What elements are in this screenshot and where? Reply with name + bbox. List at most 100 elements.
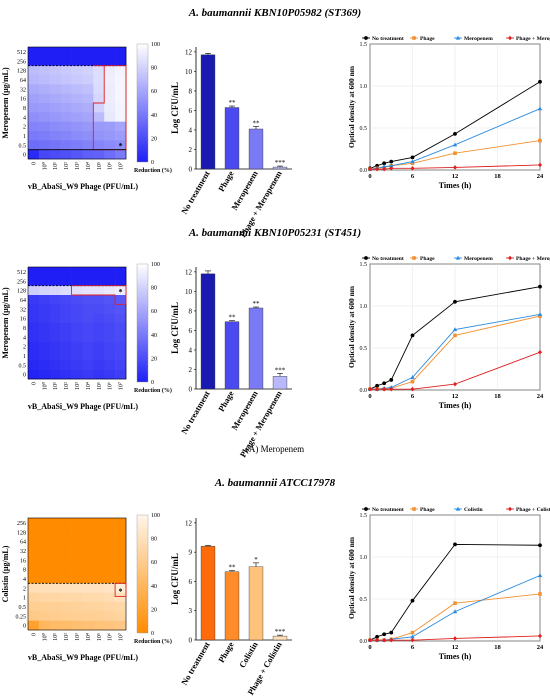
heatmap-cell (93, 267, 105, 277)
heatmap-cell (115, 555, 127, 565)
heatmap-cell (115, 527, 127, 537)
heatmap-cell (49, 149, 61, 160)
heatmap-cell (115, 285, 127, 296)
data-point (410, 386, 415, 392)
heatmap-cell (49, 518, 61, 528)
heatmap-cell (38, 304, 51, 314)
heatmap-cell (38, 564, 51, 575)
significance-label: * (254, 556, 258, 564)
line-x-tick: 0 (368, 173, 371, 180)
heatmap-cell (28, 103, 40, 113)
heatmap-cell (71, 323, 83, 333)
heatmap-cell (38, 112, 51, 122)
heatmap-cell (104, 574, 116, 584)
colorbar-tick: 0 (151, 380, 154, 386)
heatmap-cell (82, 602, 94, 612)
heatmap-cell (38, 351, 51, 361)
heatmap-cell (115, 536, 127, 547)
line-y-tick: 1.5 (360, 42, 368, 48)
bar-y-tick: 0 (189, 166, 193, 174)
heatmap-cell (49, 304, 61, 314)
data-point (538, 349, 542, 355)
heatmap-cell (104, 620, 116, 631)
data-point (382, 632, 387, 637)
heatmap-cell (82, 112, 94, 122)
heatmap-cell (38, 276, 51, 286)
heatmap-x-tick: 10⁷ (119, 633, 125, 641)
heatmap-y-tick: 0 (23, 153, 26, 159)
series-4 (368, 162, 542, 172)
heatmap-cell (60, 313, 72, 324)
heatmap-cell (28, 140, 40, 150)
heatmap-cell (38, 360, 51, 370)
heatmap-cell (38, 131, 51, 141)
heatmap-cell (49, 351, 61, 361)
heatmap-y-tick: 16 (20, 317, 26, 323)
colorbar-label: Reduction (%) (134, 638, 172, 645)
heatmap-x-tick: 10⁰ (41, 381, 48, 390)
heatmap-y-tick: 2 (23, 345, 26, 351)
heatmap-cell (115, 313, 127, 324)
heatmap-cell (49, 56, 61, 66)
heatmap-cell (49, 285, 61, 296)
heatmap-cell (82, 518, 94, 528)
heatmap-cell (93, 527, 105, 537)
heatmap-cell (60, 149, 72, 160)
heatmap-cell (82, 56, 94, 66)
heatmap-cell (115, 65, 127, 76)
panel-1-title: A. baumannii KBN10P05982 (ST369) (188, 7, 361, 19)
bar (224, 107, 240, 170)
heatmap-cell (38, 103, 51, 113)
heatmap-cell (93, 93, 105, 104)
heatmap-x-label: vB_AbaSi_W9 Phage (PFU/mL) (28, 402, 139, 411)
heatmap-y-tick: 1 (23, 596, 26, 602)
heatmap-cell (93, 536, 105, 547)
heatmap-cell (104, 140, 116, 150)
heatmap-cell (49, 555, 61, 565)
heatmap-cell (82, 332, 94, 342)
data-point (538, 592, 542, 596)
heatmap-cell (60, 75, 72, 85)
heatmap-cell (49, 276, 61, 286)
heatmap-cell (115, 518, 127, 528)
heatmap-cell (28, 341, 40, 352)
heatmap-y-tick: 128 (17, 289, 26, 295)
heatmap-cell (115, 583, 127, 593)
heatmap-cell (115, 323, 127, 333)
heatmap-cell (38, 93, 51, 104)
colorbar-tick: 40 (151, 333, 157, 339)
heatmap-cell (104, 103, 116, 113)
heatmap-cell (28, 93, 40, 104)
heatmap-cell (71, 360, 83, 370)
heatmap-cell (104, 369, 116, 380)
heatmap-cell (115, 611, 127, 621)
legend-item: Meropenem (454, 35, 493, 42)
panel-2-heatmap: 512 256 128 64 32 16 8 4 2 1 0.5 0 0 10⁰ 10¹ 10² 10³ 10⁴ 1… (1, 262, 172, 411)
data-point (453, 381, 457, 387)
heatmap-cell (38, 295, 51, 305)
heatmap-cell (38, 313, 51, 324)
heatmap-cell (28, 574, 40, 584)
heatmap-y-tick: 32 (20, 87, 26, 93)
heatmap-cell (104, 555, 116, 565)
legend-item: Phage + Meropenem (506, 35, 550, 42)
heatmap-cell (60, 592, 72, 603)
heatmap-cell (104, 112, 116, 122)
line-x-tick: 12 (452, 173, 459, 180)
panel-2-bar-chart: 0 2 4 6 8 10 12 Log CFU/mL No treatment ** Phage **… (170, 267, 292, 459)
heatmap-cell (115, 131, 127, 141)
bar-y-tick: 10 (185, 68, 193, 76)
data-point (538, 162, 542, 168)
bar-category-label: No treatment (179, 169, 212, 216)
heatmap-cell (71, 602, 83, 612)
legend-item: Phage (410, 36, 435, 42)
colorbar-tick: 80 (151, 66, 157, 72)
heatmap-cell (49, 592, 61, 603)
bar-y-tick: 6 (189, 107, 193, 115)
heatmap-cell (28, 555, 40, 565)
heatmap-cell (115, 369, 127, 380)
heatmap-cell (93, 313, 105, 324)
line-x-tick: 6 (411, 644, 415, 651)
colorbar-label: Reduction (%) (134, 167, 172, 174)
legend-item: No treatment (362, 507, 404, 513)
